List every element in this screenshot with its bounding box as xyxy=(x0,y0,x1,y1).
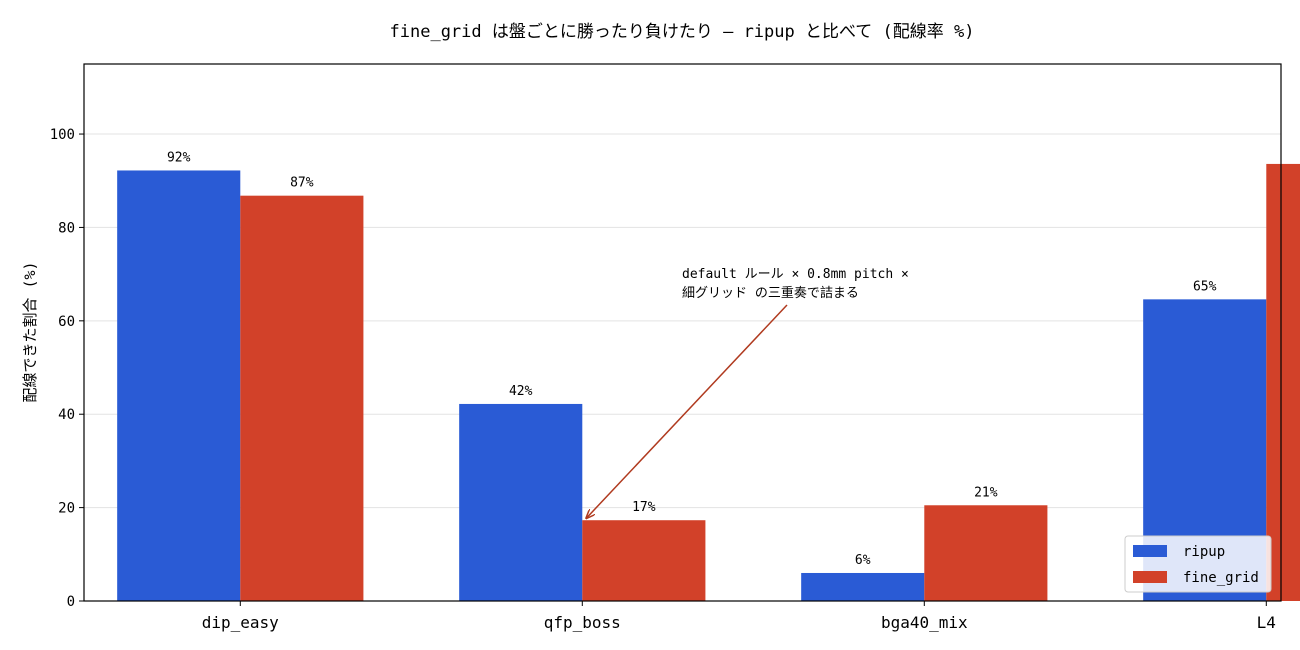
bar-ripup-bga40_mix xyxy=(801,572,925,601)
data-label-fine_grid-bga40_mix: 21% xyxy=(974,485,998,500)
x-tick-label-L4: L4 xyxy=(1257,613,1276,632)
data-label-fine_grid-qfp_boss: 17% xyxy=(632,500,656,515)
legend-label-ripup: ripup xyxy=(1183,544,1225,560)
legend-swatch-fine_grid xyxy=(1133,571,1167,583)
data-label-fine_grid-dip_easy: 87% xyxy=(290,176,314,191)
bar-fine_grid-qfp_boss xyxy=(582,520,706,601)
annotation-line-1: default ルール × 0.8mm pitch × xyxy=(682,267,909,282)
bar-ripup-qfp_boss xyxy=(459,403,583,601)
x-tick-label-dip_easy: dip_easy xyxy=(202,613,279,632)
legend-label-fine_grid: fine_grid xyxy=(1183,570,1259,586)
y-tick-label: 0 xyxy=(67,594,75,610)
y-tick-label: 40 xyxy=(58,407,75,423)
annotation-line-2: 細グリッド の三重奏で詰まる xyxy=(682,285,859,301)
annotation: default ルール × 0.8mm pitch × 細グリッド の三重奏で詰… xyxy=(586,267,909,518)
y-tick-label: 60 xyxy=(58,314,75,330)
y-tick-label: 80 xyxy=(58,220,75,236)
y-tick-label: 20 xyxy=(58,501,75,517)
y-axis: 0 20 40 60 80 100 xyxy=(50,127,84,610)
bars xyxy=(117,163,1300,602)
bar-fine_grid-L4 xyxy=(1266,163,1300,601)
annotation-arrow xyxy=(586,304,788,518)
x-tick-label-bga40_mix: bga40_mix xyxy=(881,613,968,632)
data-label-ripup-bga40_mix: 6% xyxy=(855,553,871,568)
chart-title: fine_grid は盤ごとに勝ったり負けたり — ripup と比べて (配線… xyxy=(390,22,975,42)
bar-fine_grid-dip_easy xyxy=(240,195,364,601)
bar-fine_grid-bga40_mix xyxy=(924,505,1048,601)
data-label-ripup-qfp_boss: 42% xyxy=(509,384,533,399)
legend-swatch-ripup xyxy=(1133,545,1167,557)
legend: ripup fine_grid xyxy=(1124,535,1272,593)
data-label-ripup-L4: 65% xyxy=(1193,279,1217,294)
data-label-ripup-dip_easy: 92% xyxy=(167,150,191,165)
x-tick-label-qfp_boss: qfp_boss xyxy=(544,613,621,632)
y-tick-label: 100 xyxy=(50,127,75,143)
plot-frame xyxy=(83,63,1282,602)
bar-ripup-dip_easy xyxy=(117,170,241,602)
x-axis: dip_easy qfp_boss bga40_mix L4 xyxy=(202,601,1276,632)
data-labels: 92%42%6%65%87%17%21%94% xyxy=(167,150,1217,568)
y-axis-label: 配線できた割合 (%) xyxy=(21,261,39,402)
